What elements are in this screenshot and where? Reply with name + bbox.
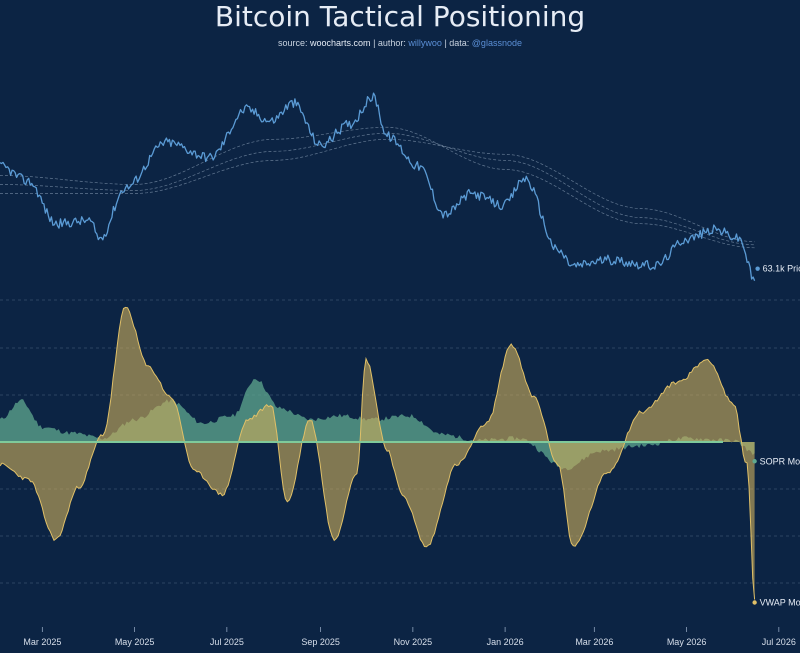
author-link[interactable]: willywoo	[408, 38, 442, 48]
price-series-line	[0, 92, 756, 281]
vwap-series-line	[0, 306, 756, 600]
x-tick-label-7: May 2026	[667, 637, 707, 647]
x-tick-label-0: Mar 2025	[23, 637, 61, 647]
data-prefix: | data:	[441, 38, 472, 48]
source-prefix: source:	[278, 38, 311, 48]
moving-average-line-0	[0, 126, 755, 249]
x-tick-label-6: Mar 2026	[575, 637, 613, 647]
data-source-link[interactable]: @glassnode	[471, 38, 522, 48]
x-tick-label-4: Nov 2025	[394, 637, 433, 647]
sopr-end-label: SOPR Model	[760, 456, 800, 466]
vwap-end-label: VWAP Model	[760, 598, 800, 608]
moving-average-line-2	[0, 138, 755, 243]
price-end-label: 63.1k Price	[763, 264, 800, 274]
x-tick-label-2: Jul 2025	[210, 637, 244, 647]
x-tick-label-3: Sep 2025	[301, 637, 340, 647]
chart-subtitle: source: woocharts.com | author: willywoo…	[0, 38, 800, 48]
x-tick-label-8: Jul 2026	[762, 637, 796, 647]
x-tick-label-5: Jan 2026	[487, 637, 524, 647]
source-link[interactable]: woocharts.com	[310, 38, 371, 48]
author-prefix: | author:	[370, 38, 409, 48]
vwap-end-marker	[752, 600, 757, 605]
x-tick-label-1: May 2025	[115, 637, 155, 647]
chart-title: Bitcoin Tactical Positioning	[214, 0, 586, 33]
moving-average-line-1	[0, 132, 755, 246]
price-end-marker	[755, 266, 760, 271]
sopr-end-marker	[752, 459, 757, 464]
vwap-area	[0, 307, 755, 600]
